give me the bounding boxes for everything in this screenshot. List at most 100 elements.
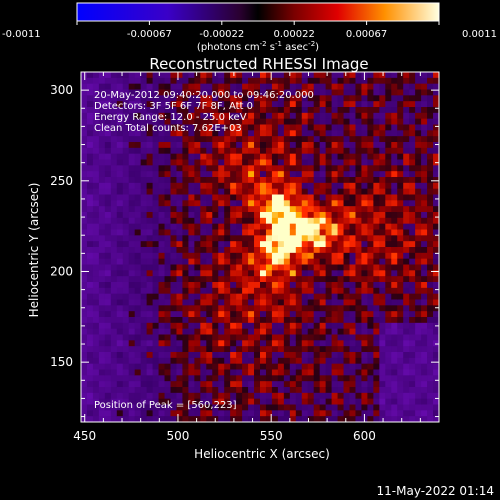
- image-pixel: [421, 159, 428, 166]
- image-pixel: [122, 194, 130, 201]
- image-pixel: [98, 95, 106, 102]
- image-pixel: [140, 182, 148, 190]
- image-pixel: [349, 142, 356, 149]
- image-pixel: [152, 334, 159, 341]
- image-pixel: [331, 381, 338, 388]
- image-pixel: [397, 182, 404, 190]
- image-pixel: [170, 200, 177, 207]
- image-pixel: [206, 328, 213, 335]
- x-tick-label: 450: [73, 429, 96, 443]
- image-pixel: [277, 340, 285, 347]
- image-pixel: [277, 142, 285, 149]
- image-pixel: [158, 72, 165, 79]
- image-pixel: [373, 311, 380, 318]
- image-pixel: [325, 188, 332, 195]
- image-pixel: [134, 95, 142, 102]
- image-pixel: [254, 293, 261, 300]
- image-pixel: [86, 107, 94, 114]
- image-pixel: [188, 328, 195, 335]
- image-pixel: [403, 235, 410, 242]
- image-pixel: [230, 72, 237, 79]
- image-pixel: [248, 241, 255, 248]
- image-pixel: [415, 282, 422, 289]
- image-pixel: [158, 305, 165, 312]
- image-pixel: [236, 153, 243, 160]
- image-pixel: [170, 375, 177, 382]
- image-pixel: [421, 264, 428, 271]
- image-pixel: [385, 95, 392, 102]
- image-pixel: [367, 206, 374, 213]
- image-pixel: [427, 95, 434, 102]
- image-pixel: [307, 322, 315, 330]
- image-pixel: [403, 118, 410, 125]
- image-pixel: [122, 346, 130, 353]
- image-pixel: [116, 177, 124, 184]
- image-pixel: [295, 77, 303, 85]
- image-pixel: [385, 247, 392, 254]
- image-pixel: [146, 282, 153, 289]
- image-pixel: [355, 171, 362, 178]
- image-pixel: [403, 276, 410, 283]
- image-pixel: [307, 293, 315, 300]
- image-pixel: [98, 369, 106, 376]
- image-pixel: [379, 410, 386, 417]
- image-pixel: [391, 392, 398, 400]
- image-pixel: [212, 276, 219, 283]
- image-pixel: [254, 118, 261, 125]
- image-pixel: [164, 72, 171, 79]
- image-pixel: [230, 124, 237, 131]
- image-pixel: [254, 182, 261, 190]
- image-pixel: [128, 404, 136, 411]
- image-pixel: [248, 416, 255, 422]
- image-pixel: [319, 311, 327, 318]
- image-pixel: [379, 247, 386, 254]
- image-pixel: [206, 229, 213, 236]
- image-pixel: [283, 107, 291, 114]
- image-pixel: [391, 112, 398, 120]
- image-pixel: [200, 293, 207, 300]
- image-pixel: [349, 217, 356, 225]
- image-pixel: [134, 357, 142, 365]
- image-pixel: [373, 182, 380, 190]
- image-pixel: [301, 159, 309, 166]
- image-pixel: [110, 247, 118, 254]
- image-pixel: [427, 357, 434, 365]
- image-pixel: [403, 136, 410, 143]
- image-pixel: [319, 357, 327, 365]
- image-pixel: [146, 159, 153, 166]
- image-pixel: [164, 142, 171, 149]
- image-pixel: [427, 352, 434, 359]
- image-pixel: [81, 171, 88, 178]
- image-pixel: [397, 77, 404, 85]
- image-pixel: [164, 217, 171, 225]
- image-pixel: [367, 299, 374, 306]
- image-pixel: [200, 194, 207, 201]
- image-pixel: [134, 182, 142, 190]
- image-pixel: [86, 159, 94, 166]
- image-pixel: [182, 165, 189, 172]
- image-pixel: [146, 410, 153, 417]
- image-pixel: [337, 77, 344, 85]
- image-pixel: [158, 410, 165, 417]
- image-pixel: [265, 101, 273, 108]
- image-pixel: [265, 416, 273, 422]
- image-pixel: [134, 171, 142, 178]
- image-pixel: [337, 311, 344, 318]
- image-pixel: [116, 217, 124, 225]
- image-pixel: [140, 404, 148, 411]
- image-pixel: [158, 95, 165, 102]
- image-pixel: [319, 299, 327, 306]
- image-pixel: [397, 130, 404, 137]
- image-pixel: [152, 223, 159, 230]
- image-pixel: [206, 124, 213, 131]
- image-pixel: [188, 270, 195, 277]
- image-pixel: [230, 252, 237, 260]
- image-pixel: [248, 410, 255, 417]
- image-pixel: [385, 311, 392, 318]
- image-pixel: [194, 200, 201, 207]
- image-pixel: [277, 387, 285, 394]
- image-pixel: [134, 416, 142, 422]
- image-pixel: [271, 352, 279, 359]
- image-pixel: [313, 241, 321, 248]
- image-pixel: [218, 136, 225, 143]
